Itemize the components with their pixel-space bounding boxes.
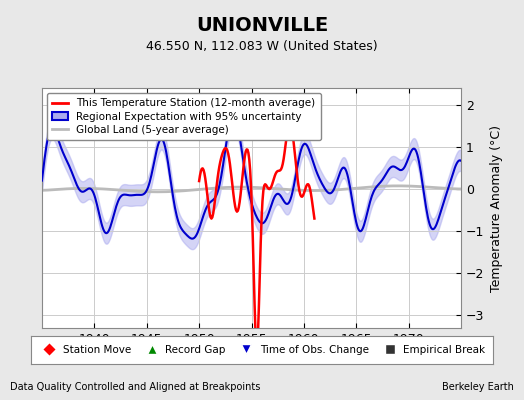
Legend: Station Move, Record Gap, Time of Obs. Change, Empirical Break: Station Move, Record Gap, Time of Obs. C… <box>35 341 489 359</box>
Text: Data Quality Controlled and Aligned at Breakpoints: Data Quality Controlled and Aligned at B… <box>10 382 261 392</box>
Text: Berkeley Earth: Berkeley Earth <box>442 382 514 392</box>
Text: 46.550 N, 112.083 W (United States): 46.550 N, 112.083 W (United States) <box>146 40 378 53</box>
Y-axis label: Temperature Anomaly (°C): Temperature Anomaly (°C) <box>490 124 503 292</box>
Legend: This Temperature Station (12-month average), Regional Expectation with 95% uncer: This Temperature Station (12-month avera… <box>47 93 321 140</box>
Text: UNIONVILLE: UNIONVILLE <box>196 16 328 35</box>
